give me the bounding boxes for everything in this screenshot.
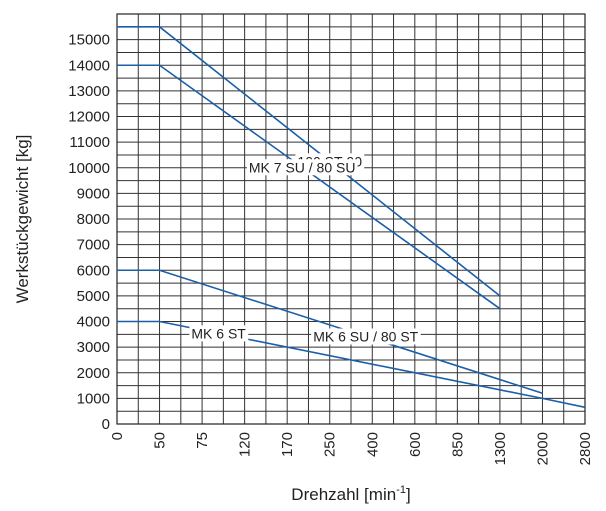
series-label-background	[189, 325, 249, 342]
y-tick-label: 3000	[77, 339, 110, 356]
plot-frame	[116, 13, 586, 425]
y-tick-label: 7000	[77, 237, 110, 254]
y-tick-label: 0	[102, 416, 110, 433]
x-tick-label: 2000	[534, 432, 551, 465]
series-label-1: MK 7 SU / 80 SU	[249, 159, 356, 175]
y-axis-label: Werkstückgewicht [kg]	[13, 135, 32, 304]
series-label-background	[246, 159, 358, 176]
x-tick-labels: 0 50 75 120 170 250 400 600 850 1300 2000 2800	[109, 432, 594, 465]
x-tick-label: 600	[407, 432, 424, 457]
x-axis-label-sup: -1	[396, 484, 406, 496]
y-tick-label: 11000	[69, 134, 110, 151]
series-line-0	[117, 26, 501, 297]
series-line-3	[117, 320, 586, 409]
x-tick-label: 250	[322, 432, 339, 457]
x-tick-label: 170	[279, 432, 296, 457]
x-axis-label: Drehzahl [min-1]	[291, 484, 410, 504]
y-tick-label: 8000	[77, 211, 110, 228]
x-tick-label: 50	[152, 432, 169, 449]
x-tick-label: 400	[364, 432, 381, 457]
x-tick-label: 0	[109, 432, 126, 440]
x-tick-label: 850	[449, 432, 466, 457]
x-tick-label: 1300	[492, 432, 509, 465]
series-group	[117, 26, 586, 409]
series-label-2: MK 6 SU / 80 ST	[313, 328, 418, 344]
series-line-1	[117, 64, 501, 310]
y-tick-label: 4000	[77, 314, 110, 331]
y-tick-label: 12000	[68, 109, 110, 126]
x-axis-label-main: Drehzahl [min	[291, 485, 396, 504]
y-tick-label: 6000	[77, 262, 110, 279]
y-tick-label: 14000	[68, 57, 110, 74]
y-tick-label: 13000	[68, 83, 110, 100]
y-tick-label: 1000	[77, 390, 110, 407]
y-tick-label: 2000	[77, 365, 110, 382]
x-tick-label: 2800	[577, 432, 594, 465]
series-label-background	[311, 328, 421, 345]
x-tick-label: 120	[237, 432, 254, 457]
y-tick-labels: 0 1000 2000 3000 4000 5000 6000 7000 8000 9000 100…	[68, 32, 110, 433]
x-tick-label: 75	[194, 432, 211, 449]
series-line-2	[117, 269, 543, 395]
y-tick-label: 15000	[68, 32, 110, 49]
series-label-3: MK 6 ST	[191, 325, 246, 341]
y-tick-label: 9000	[77, 185, 110, 202]
y-tick-label: 10000	[68, 160, 110, 177]
grid	[116, 13, 586, 425]
y-tick-label: 5000	[77, 288, 110, 305]
x-axis-label-end: ]	[406, 485, 411, 504]
